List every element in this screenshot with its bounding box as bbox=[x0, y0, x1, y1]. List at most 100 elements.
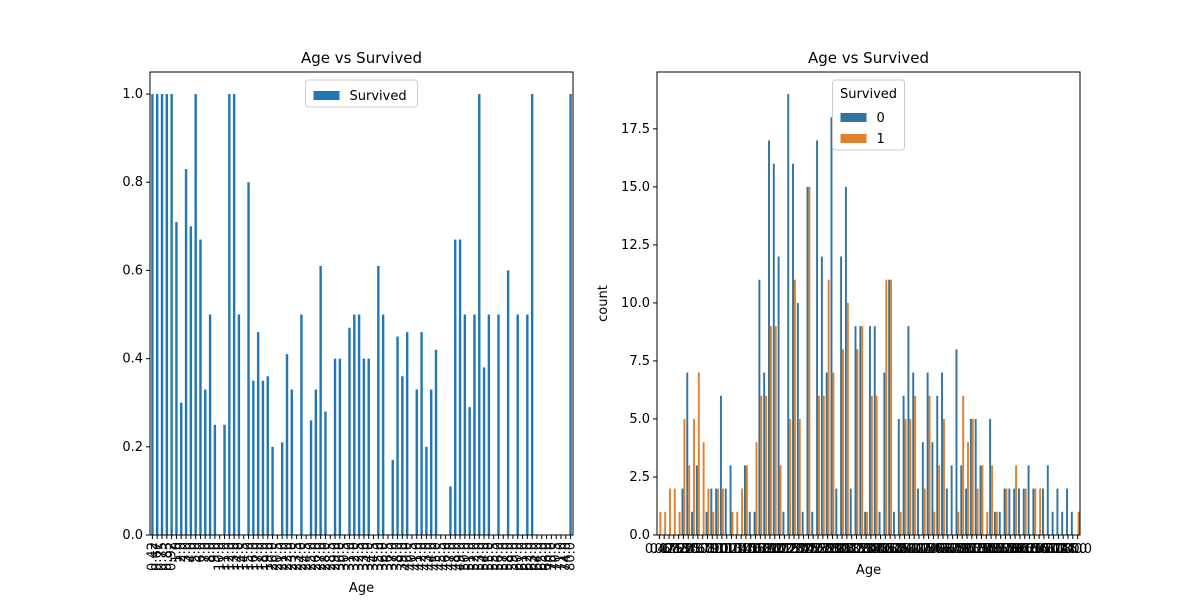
x-tick-label: 46.0 bbox=[938, 542, 967, 557]
legend-label: Survived bbox=[350, 89, 407, 104]
bar bbox=[381, 314, 385, 535]
bar bbox=[678, 511, 681, 535]
x-tick-label: 41.0 bbox=[909, 542, 938, 557]
bar bbox=[899, 511, 902, 535]
bar bbox=[683, 418, 686, 535]
bar bbox=[789, 418, 792, 535]
bar bbox=[875, 395, 878, 535]
bar bbox=[854, 326, 857, 535]
bar bbox=[367, 358, 370, 535]
legend-label: 0 bbox=[877, 111, 885, 126]
bar bbox=[981, 465, 984, 535]
x-tick-label: 55.0 bbox=[482, 542, 497, 571]
x-tick-label: 35.0 bbox=[871, 542, 900, 557]
x-tick-label: 4.0 bbox=[184, 542, 199, 563]
bar bbox=[830, 117, 833, 535]
x-tick-label: 45.5 bbox=[933, 542, 962, 557]
x-tick-label: 23.0 bbox=[784, 542, 813, 557]
bar bbox=[420, 332, 423, 535]
bar bbox=[673, 488, 676, 535]
bar bbox=[1039, 488, 1042, 535]
bar bbox=[434, 349, 438, 535]
y-tick-label: 0.2 bbox=[122, 440, 143, 455]
x-tick-label: 7.0 bbox=[198, 542, 213, 563]
bar bbox=[530, 94, 534, 536]
bar bbox=[820, 256, 823, 535]
bar bbox=[693, 418, 695, 535]
bar bbox=[878, 511, 881, 535]
bar bbox=[232, 94, 236, 536]
bar bbox=[506, 270, 510, 535]
bar bbox=[955, 349, 958, 535]
x-tick-label: 56.0 bbox=[491, 542, 506, 571]
bar bbox=[768, 140, 770, 535]
y-tick-label: 0.6 bbox=[122, 263, 143, 278]
bar bbox=[904, 418, 907, 535]
bar bbox=[362, 358, 366, 535]
bar bbox=[338, 358, 342, 535]
bar bbox=[974, 418, 977, 535]
bar bbox=[333, 358, 337, 535]
x-tick-label: 48.0 bbox=[448, 542, 463, 571]
bar bbox=[724, 488, 727, 535]
bar bbox=[415, 389, 418, 535]
x-tick-label: 0.92 bbox=[664, 542, 693, 557]
bar bbox=[760, 395, 763, 535]
chart-title: Age vs Survived bbox=[301, 49, 422, 67]
bar bbox=[717, 488, 720, 535]
x-tick-label: 65.0 bbox=[1034, 542, 1063, 557]
bar bbox=[969, 418, 972, 535]
x-tick-label: 3.0 bbox=[179, 542, 194, 563]
x-tick-label: 5.0 bbox=[692, 542, 713, 557]
x-tick-label: 39.0 bbox=[895, 542, 924, 557]
x-tick-label: 19.0 bbox=[760, 542, 789, 557]
x-tick-label: 23.5 bbox=[290, 542, 305, 571]
bar bbox=[160, 94, 164, 536]
bar bbox=[806, 186, 809, 535]
x-tick-label: 29.0 bbox=[328, 542, 343, 571]
x-tick-label: 15.0 bbox=[741, 542, 770, 557]
y-tick-label: 7.5 bbox=[629, 354, 650, 369]
bar bbox=[1032, 488, 1035, 535]
bar bbox=[353, 314, 356, 535]
x-tick-label: 37.0 bbox=[885, 542, 914, 557]
bar bbox=[396, 336, 399, 535]
bar bbox=[1077, 511, 1080, 535]
legend-label: 1 bbox=[877, 132, 885, 147]
x-tick-label: 63.0 bbox=[1025, 542, 1054, 557]
bar bbox=[779, 465, 782, 535]
x-tick-label: 54.0 bbox=[477, 542, 492, 571]
x-tick-label: 62.0 bbox=[1020, 542, 1049, 557]
x-tick-label: 48.0 bbox=[948, 542, 977, 557]
x-tick-label: 13.0 bbox=[727, 542, 756, 557]
bar bbox=[774, 326, 777, 535]
x-tick-label: 30.0 bbox=[333, 542, 348, 571]
bar bbox=[748, 511, 751, 535]
x-tick-label: 25.0 bbox=[304, 542, 319, 571]
x-tick-label: 56.0 bbox=[991, 542, 1020, 557]
x-tick-label: 62.0 bbox=[520, 542, 535, 571]
bar bbox=[832, 372, 835, 535]
x-tick-label: 10.0 bbox=[712, 542, 741, 557]
x-tick-label: 57.0 bbox=[496, 542, 511, 571]
bar bbox=[1022, 488, 1025, 535]
bar bbox=[208, 314, 212, 535]
bar bbox=[808, 186, 811, 535]
x-tick-label: 52.0 bbox=[967, 542, 996, 557]
x-tick-label: 44.0 bbox=[924, 542, 953, 557]
bar bbox=[1027, 465, 1030, 535]
bar bbox=[1051, 511, 1054, 535]
bar bbox=[454, 239, 457, 536]
bar bbox=[686, 372, 689, 535]
x-tick-label: 12.0 bbox=[722, 542, 751, 557]
bar bbox=[237, 314, 241, 535]
x-tick-label: 28.0 bbox=[318, 542, 333, 571]
bar bbox=[801, 511, 804, 535]
bar bbox=[223, 424, 226, 535]
bar bbox=[280, 442, 284, 535]
bar bbox=[755, 442, 758, 535]
bar bbox=[890, 279, 893, 535]
bar bbox=[156, 94, 159, 536]
x-tick-label: 10.0 bbox=[213, 542, 228, 571]
